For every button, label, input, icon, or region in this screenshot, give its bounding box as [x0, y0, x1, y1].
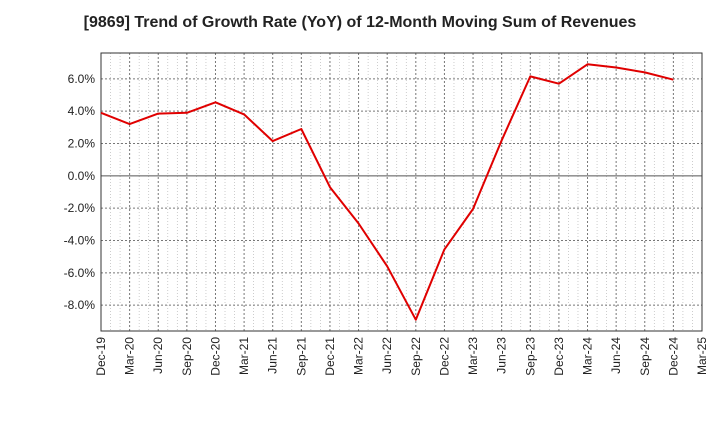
x-tick-label: Jun-21	[266, 337, 280, 374]
x-tick-label: Jun-20	[151, 337, 165, 374]
x-tick-label: Sep-24	[638, 337, 652, 376]
y-tick-label: 2.0%	[68, 137, 96, 151]
x-tick-label: Sep-20	[180, 337, 194, 376]
x-tick-label: Mar-24	[581, 337, 595, 375]
x-tick-label: Mar-20	[123, 337, 137, 375]
x-tick-label: Mar-25	[695, 337, 709, 375]
y-tick-label: 0.0%	[68, 169, 96, 183]
x-tick-label: Dec-20	[208, 337, 222, 376]
x-tick-label: Mar-23	[466, 337, 480, 375]
x-tick-label: Jun-24	[609, 337, 623, 374]
growth-rate-line	[100, 63, 674, 321]
x-tick-label: Mar-21	[237, 337, 251, 375]
x-tick-label: Jun-22	[380, 337, 394, 374]
x-tick-label: Dec-24	[666, 337, 680, 376]
x-tick-label: Sep-23	[523, 337, 537, 376]
x-tick-label: Dec-22	[437, 337, 451, 376]
x-tick-label: Sep-22	[409, 337, 423, 376]
x-tick-label: Jun-23	[495, 337, 509, 374]
x-tick-label: Mar-22	[352, 337, 366, 375]
x-tick-label: Dec-23	[552, 337, 566, 376]
y-tick-label: -4.0%	[64, 233, 96, 247]
y-tick-label: -8.0%	[64, 298, 96, 312]
y-tick-label: 4.0%	[68, 104, 96, 118]
y-tick-label: -6.0%	[64, 266, 96, 280]
y-tick-label: 6.0%	[68, 72, 96, 86]
plot-border	[100, 52, 703, 332]
x-tick-label: Dec-19	[94, 337, 108, 376]
x-tick-label: Sep-21	[294, 337, 308, 376]
plot-area	[101, 53, 702, 331]
chart-title: [9869] Trend of Growth Rate (YoY) of 12-…	[83, 14, 637, 31]
y-tick-label: -2.0%	[64, 201, 96, 215]
x-tick-label: Dec-21	[323, 337, 337, 376]
